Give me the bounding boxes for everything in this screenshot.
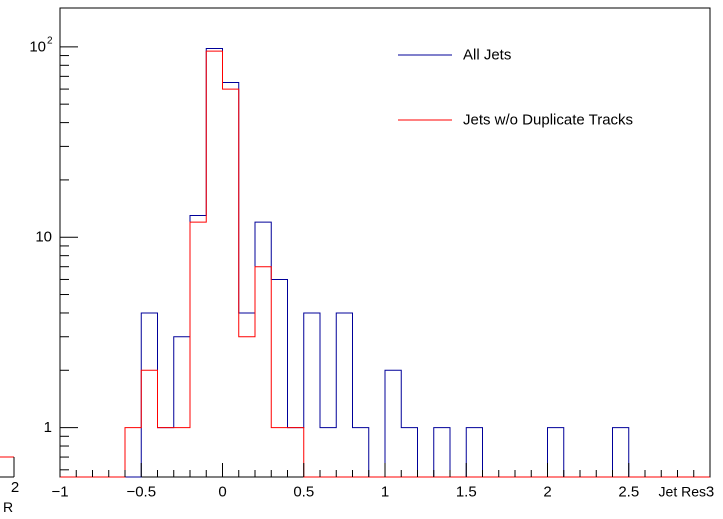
- x-tick-label: 0: [218, 483, 226, 500]
- histogram-bin: [613, 428, 629, 477]
- histogram-bin: [223, 89, 239, 477]
- y-tick-exponent: 2: [47, 35, 53, 46]
- left-panel-tick-label: 2: [11, 479, 19, 496]
- x-axis: −1 −0.5 0 0.5 1 1.5 2 2.5 3: [51, 463, 714, 500]
- left-panel-axis-label: R: [3, 499, 13, 515]
- legend-label: All Jets: [463, 47, 511, 64]
- x-tick-label: −0.5: [126, 483, 156, 500]
- histogram-bin: [288, 428, 304, 477]
- left-panel-fragment: 2 R: [0, 456, 19, 515]
- x-tick-label: 1.5: [456, 483, 477, 500]
- histogram-bin: [434, 428, 450, 477]
- histogram-bin: [548, 428, 564, 477]
- histogram-bin: [401, 428, 417, 477]
- legend: All Jets Jets w/o Duplicate Tracks: [398, 47, 633, 129]
- x-tick-label: 0.5: [293, 483, 314, 500]
- histogram-bin: [320, 428, 336, 477]
- y-tick-label: 10: [29, 38, 46, 55]
- histogram-bin: [239, 337, 255, 477]
- histogram-bin: [141, 370, 157, 477]
- histogram-bin: [255, 267, 271, 477]
- histogram-bin: [158, 428, 174, 477]
- histogram-bin: [336, 313, 352, 477]
- x-tick-label: 2.5: [618, 483, 639, 500]
- histogram-bin: [190, 222, 206, 477]
- x-tick-label: 1: [381, 483, 389, 500]
- x-tick-label: 2: [543, 483, 551, 500]
- x-tick-label: −1: [51, 483, 68, 500]
- histogram-bin: [174, 428, 190, 477]
- histogram-bin: [206, 51, 222, 477]
- histogram-bin: [271, 428, 287, 477]
- histogram-bin: [353, 428, 369, 477]
- y-tick-label: 1: [44, 419, 52, 436]
- y-tick-label: 10: [35, 229, 52, 246]
- x-axis-label: Jet Res: [659, 483, 706, 499]
- histogram-bin: [385, 370, 401, 477]
- histogram-bin: [125, 428, 141, 477]
- histogram-bin: [304, 313, 320, 477]
- x-tick-label: 3: [706, 483, 714, 500]
- histogram-bin: [466, 428, 482, 477]
- legend-label: Jets w/o Duplicate Tracks: [463, 112, 633, 129]
